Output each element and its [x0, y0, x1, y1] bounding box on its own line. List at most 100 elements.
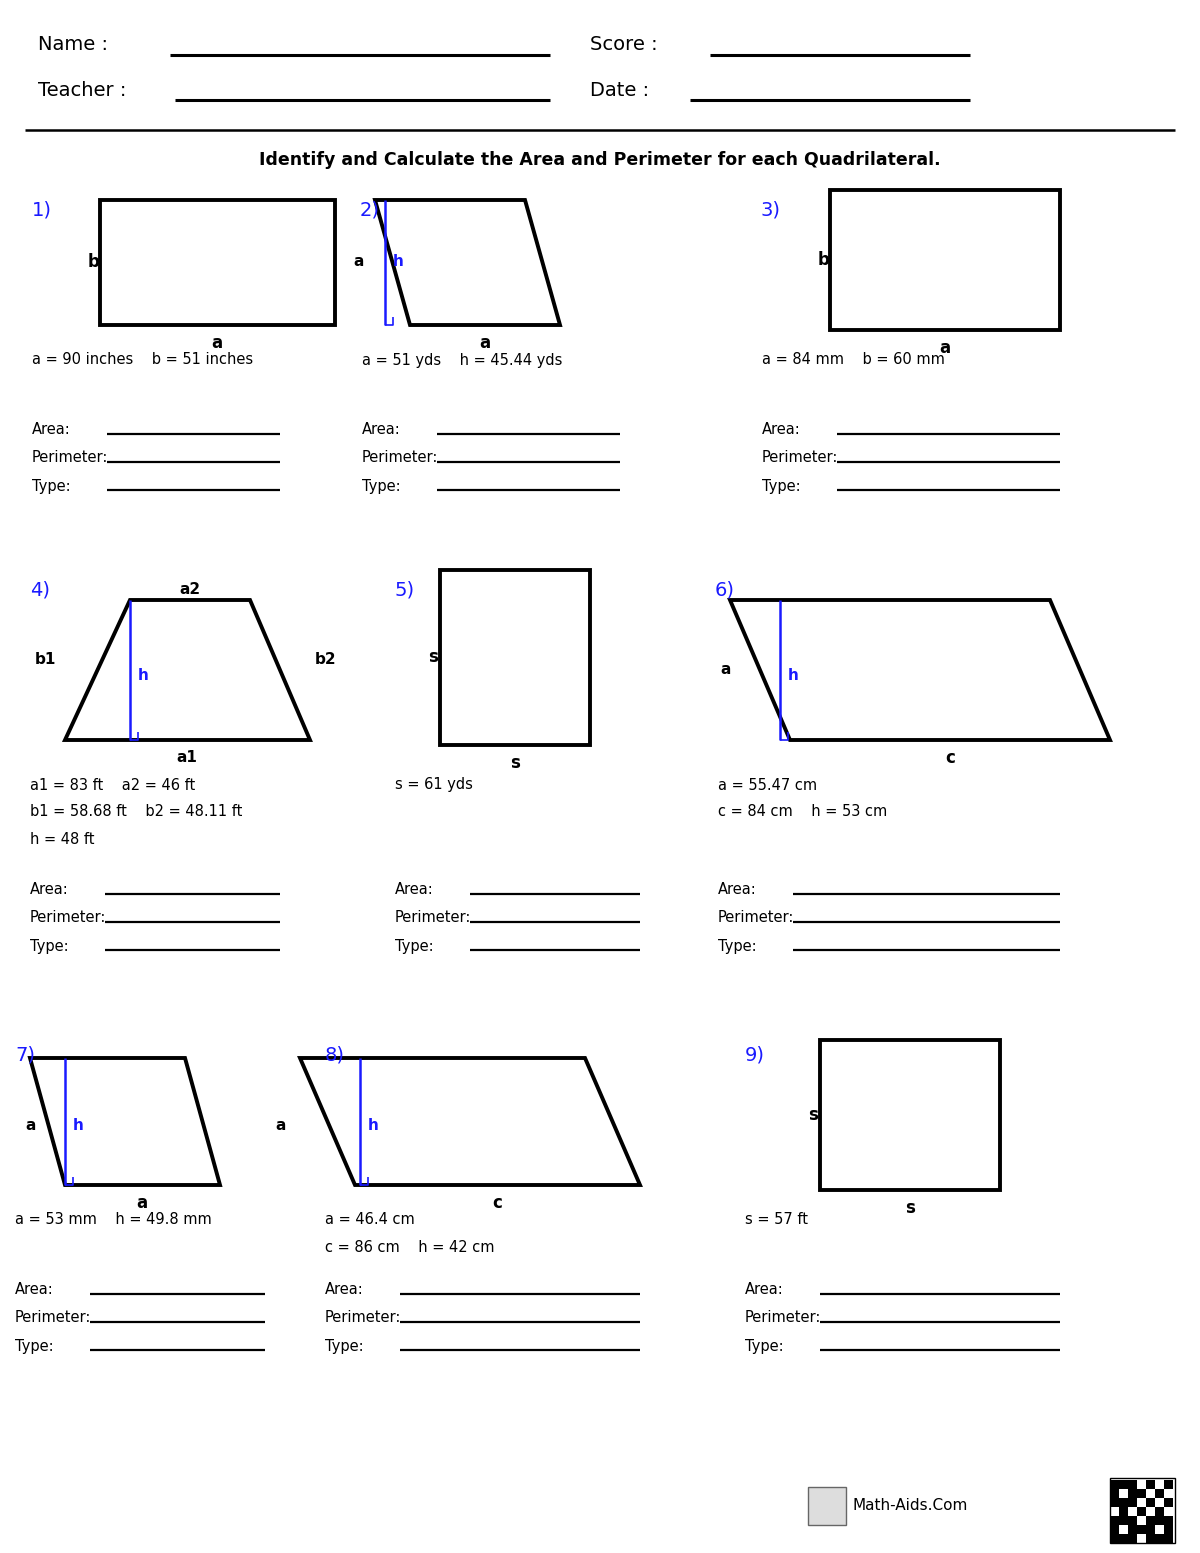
- Polygon shape: [65, 599, 310, 739]
- Text: 7): 7): [14, 1045, 35, 1064]
- Bar: [808, 1506, 827, 1525]
- Bar: [1128, 1480, 1138, 1489]
- Bar: [1128, 1499, 1138, 1506]
- Text: a: a: [940, 339, 950, 357]
- Text: Type:: Type:: [362, 478, 401, 494]
- Bar: [1110, 1525, 1120, 1534]
- Bar: [1154, 1516, 1164, 1525]
- Text: Perimeter:: Perimeter:: [762, 450, 839, 466]
- Text: c: c: [492, 1194, 502, 1211]
- Text: Perimeter:: Perimeter:: [14, 1311, 91, 1326]
- Text: s = 57 ft: s = 57 ft: [745, 1213, 808, 1227]
- Polygon shape: [820, 1041, 1000, 1190]
- Bar: [1128, 1534, 1138, 1544]
- Text: 4): 4): [30, 581, 50, 599]
- Text: a = 55.47 cm: a = 55.47 cm: [718, 778, 817, 792]
- Text: Area:: Area:: [762, 422, 800, 438]
- Bar: [808, 1488, 846, 1525]
- Bar: [1110, 1478, 1175, 1544]
- Bar: [1146, 1525, 1154, 1534]
- Bar: [1120, 1480, 1128, 1489]
- Text: h: h: [788, 668, 799, 682]
- Text: h: h: [73, 1118, 84, 1134]
- Polygon shape: [830, 189, 1060, 329]
- Text: Type:: Type:: [762, 478, 800, 494]
- Text: Area:: Area:: [362, 422, 401, 438]
- Text: Perimeter:: Perimeter:: [362, 450, 438, 466]
- Text: Area:: Area:: [30, 882, 68, 898]
- Text: Area:: Area:: [718, 882, 757, 898]
- Bar: [1154, 1489, 1164, 1499]
- Text: c: c: [946, 749, 955, 767]
- Bar: [1154, 1506, 1164, 1516]
- Text: a: a: [137, 1194, 148, 1211]
- Bar: [1120, 1534, 1128, 1544]
- Text: h: h: [138, 668, 149, 682]
- Bar: [1128, 1489, 1138, 1499]
- Text: Area:: Area:: [395, 882, 433, 898]
- Polygon shape: [730, 599, 1110, 739]
- Text: s: s: [428, 648, 438, 666]
- Bar: [1128, 1516, 1138, 1525]
- Bar: [1110, 1516, 1120, 1525]
- Polygon shape: [100, 200, 335, 325]
- Bar: [1120, 1506, 1128, 1516]
- Text: Type:: Type:: [325, 1339, 364, 1354]
- Bar: [1110, 1499, 1120, 1506]
- Text: s: s: [510, 755, 520, 772]
- Polygon shape: [374, 200, 560, 325]
- Text: h: h: [394, 255, 404, 270]
- Text: b: b: [88, 253, 100, 272]
- Text: 9): 9): [745, 1045, 766, 1064]
- Text: s: s: [808, 1106, 818, 1124]
- Bar: [1138, 1525, 1146, 1534]
- Text: Area:: Area:: [745, 1283, 784, 1297]
- Text: c = 86 cm    h = 42 cm: c = 86 cm h = 42 cm: [325, 1239, 494, 1255]
- Text: Type:: Type:: [745, 1339, 784, 1354]
- Text: h: h: [368, 1118, 379, 1134]
- Text: a1 = 83 ft    a2 = 46 ft: a1 = 83 ft a2 = 46 ft: [30, 778, 196, 792]
- Bar: [1146, 1480, 1154, 1489]
- Polygon shape: [300, 1058, 640, 1185]
- Bar: [1164, 1525, 1174, 1534]
- Text: Area:: Area:: [325, 1283, 364, 1297]
- Bar: [1164, 1499, 1174, 1506]
- Text: Type:: Type:: [30, 938, 68, 954]
- Bar: [1138, 1489, 1146, 1499]
- Text: a: a: [25, 1118, 35, 1134]
- Bar: [1164, 1516, 1174, 1525]
- Text: 5): 5): [395, 581, 415, 599]
- Polygon shape: [440, 570, 590, 745]
- Text: b2: b2: [314, 652, 337, 668]
- Bar: [1110, 1489, 1120, 1499]
- Text: c = 84 cm    h = 53 cm: c = 84 cm h = 53 cm: [718, 804, 887, 820]
- Bar: [1146, 1534, 1154, 1544]
- Text: Type:: Type:: [32, 478, 71, 494]
- Text: a = 46.4 cm: a = 46.4 cm: [325, 1213, 415, 1227]
- Text: a: a: [720, 663, 731, 677]
- Text: h = 48 ft: h = 48 ft: [30, 831, 95, 846]
- Text: Identify and Calculate the Area and Perimeter for each Quadrilateral.: Identify and Calculate the Area and Peri…: [259, 151, 941, 169]
- Text: b: b: [818, 252, 830, 269]
- Bar: [827, 1488, 846, 1506]
- Bar: [1110, 1534, 1120, 1544]
- Text: Math-Aids.Com: Math-Aids.Com: [853, 1499, 968, 1514]
- Text: b1 = 58.68 ft    b2 = 48.11 ft: b1 = 58.68 ft b2 = 48.11 ft: [30, 804, 242, 820]
- Polygon shape: [30, 1058, 220, 1185]
- Bar: [808, 1488, 827, 1506]
- Text: Teacher :: Teacher :: [38, 81, 126, 99]
- Text: Type:: Type:: [14, 1339, 54, 1354]
- Bar: [1110, 1480, 1120, 1489]
- Text: Area:: Area:: [32, 422, 71, 438]
- Text: Perimeter:: Perimeter:: [395, 910, 472, 926]
- Text: 1): 1): [32, 200, 52, 219]
- Bar: [1154, 1534, 1164, 1544]
- Text: a2: a2: [180, 582, 200, 598]
- Bar: [1120, 1516, 1128, 1525]
- Bar: [827, 1506, 846, 1525]
- Text: a: a: [211, 334, 222, 353]
- Bar: [1138, 1506, 1146, 1516]
- Text: 3): 3): [760, 200, 780, 219]
- Text: Perimeter:: Perimeter:: [30, 910, 107, 926]
- Text: Type:: Type:: [718, 938, 757, 954]
